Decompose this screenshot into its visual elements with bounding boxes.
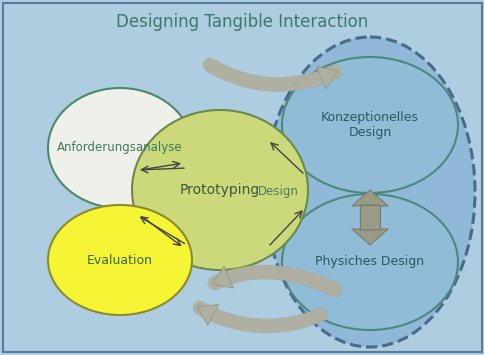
Text: Prototyping: Prototyping [180, 183, 259, 197]
Polygon shape [197, 305, 218, 326]
Text: Designing Tangible Interaction: Designing Tangible Interaction [116, 13, 368, 31]
Text: Evaluation: Evaluation [87, 253, 152, 267]
Ellipse shape [132, 110, 307, 270]
Ellipse shape [264, 37, 474, 347]
FancyArrow shape [351, 229, 387, 245]
Text: Design: Design [257, 186, 298, 198]
Text: Konzeptionelles
Design: Konzeptionelles Design [320, 111, 418, 139]
Ellipse shape [48, 88, 192, 208]
Text: Anforderungsanalyse: Anforderungsanalyse [57, 142, 182, 154]
FancyArrow shape [351, 190, 387, 206]
Ellipse shape [281, 194, 457, 330]
Bar [359, 205, 379, 230]
Ellipse shape [281, 57, 457, 193]
Ellipse shape [48, 205, 192, 315]
Text: Physiches Design: Physiches Design [315, 256, 424, 268]
Polygon shape [212, 266, 233, 288]
Polygon shape [316, 67, 337, 89]
